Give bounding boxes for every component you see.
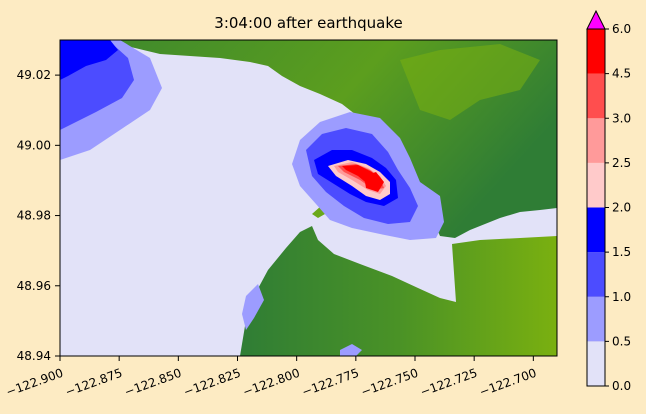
map-plot-area bbox=[60, 40, 557, 356]
y-axis: 49.02 49.00 48.98 48.96 48.94 bbox=[17, 68, 60, 363]
plot-title: 3:04:00 after earthquake bbox=[214, 14, 403, 32]
colorbar-segment bbox=[587, 29, 605, 74]
wave-s-light bbox=[340, 344, 362, 356]
colorbar-tick-label: 1.5 bbox=[612, 245, 631, 259]
colorbar-tick-label: 2.0 bbox=[612, 201, 631, 215]
y-tick-label: 48.94 bbox=[17, 349, 51, 363]
y-tick-label: 48.96 bbox=[17, 279, 51, 293]
x-tick-label: −122.775 bbox=[300, 366, 361, 400]
colorbar-tick-label: 2.5 bbox=[612, 156, 631, 170]
colorbar-segment bbox=[587, 296, 605, 342]
colorbar-tick-label: 0.0 bbox=[612, 379, 631, 393]
inland-valley bbox=[400, 44, 540, 120]
colorbar: 0.0 0.5 1.0 1.5 2.0 2.5 3.0 4.5 6.0 bbox=[586, 9, 631, 393]
colorbar-tick-label: 0.5 bbox=[612, 334, 631, 348]
south-land bbox=[240, 226, 557, 356]
wave-nw-strong bbox=[60, 40, 118, 80]
wave-center-spot bbox=[364, 172, 384, 192]
colorbar-segment bbox=[587, 118, 605, 163]
colorbar-segment bbox=[587, 162, 605, 208]
colorbar-tick-label: 1.0 bbox=[612, 290, 631, 304]
x-tick-label: −122.700 bbox=[477, 366, 538, 400]
y-tick-label: 49.00 bbox=[17, 138, 51, 152]
y-tick-label: 48.98 bbox=[17, 209, 51, 223]
x-tick-label: −122.750 bbox=[359, 366, 420, 400]
colorbar-segment bbox=[587, 252, 605, 297]
colorbar-segment bbox=[587, 73, 605, 119]
colorbar-tick-label: 3.0 bbox=[612, 111, 631, 125]
x-tick-label: −122.725 bbox=[418, 366, 479, 400]
x-axis: −122.900−122.875−122.850−122.825−122.800… bbox=[4, 356, 538, 399]
colorbar-tick-label: 6.0 bbox=[612, 22, 631, 36]
x-tick-label: −122.800 bbox=[241, 366, 302, 400]
x-tick-label: −122.850 bbox=[122, 366, 183, 400]
colorbar-tick-label: 4.5 bbox=[612, 67, 631, 81]
colorbar-extend-arrow bbox=[586, 9, 606, 30]
wave-sw-light bbox=[242, 284, 264, 330]
colorbar-segment bbox=[587, 207, 605, 253]
y-tick-label: 49.02 bbox=[17, 68, 51, 82]
plot-frame bbox=[59, 39, 558, 357]
x-tick-label: −122.875 bbox=[63, 366, 124, 400]
colorbar-segment bbox=[587, 341, 605, 386]
x-tick-label: −122.825 bbox=[182, 366, 243, 400]
x-tick-label: −122.900 bbox=[4, 366, 65, 400]
